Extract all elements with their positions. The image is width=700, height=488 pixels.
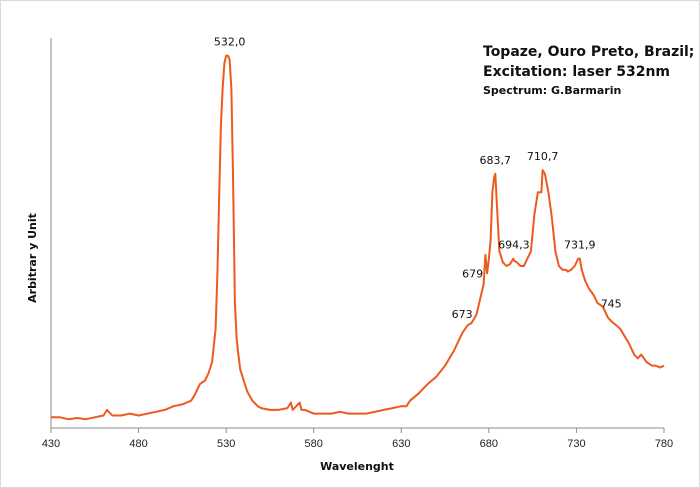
chart-title-line-3: Spectrum: G.Barmarin [483, 84, 622, 97]
x-tick-label: 530 [217, 438, 235, 450]
x-tick-label: 730 [567, 438, 585, 450]
peak-label: 710,7 [527, 150, 559, 163]
x-tick-label: 580 [305, 438, 323, 450]
x-tick-labels: 430 480 530 580 630 680 730 780 [42, 438, 673, 450]
x-tick-label: 680 [480, 438, 498, 450]
peak-label: 532,0 [214, 36, 246, 49]
peak-label: 731,9 [564, 239, 596, 252]
x-tick-label: 630 [392, 438, 410, 450]
peak-annotations: 532,0 683,7 710,7 694,3 731,9 679 673 745 [214, 36, 622, 321]
chart-title-line-1: Topaze, Ouro Preto, Brazil; [483, 44, 695, 60]
peak-label: 745 [601, 298, 622, 311]
x-ticks [50, 428, 665, 433]
chart-title-line-2: Excitation: laser 532nm [483, 64, 671, 80]
x-tick-label: 780 [655, 438, 673, 450]
spectrum-line [51, 54, 665, 421]
x-tick-label: 480 [129, 438, 147, 450]
peak-label: 694,3 [498, 239, 530, 252]
peak-label: 679 [462, 267, 483, 280]
x-axis-title: Wavelenght [320, 460, 394, 473]
x-tick-label: 430 [42, 438, 60, 450]
peak-label: 683,7 [480, 154, 512, 167]
peak-label: 673 [452, 308, 473, 321]
y-axis-title: Arbitrar y Unit [26, 213, 39, 303]
